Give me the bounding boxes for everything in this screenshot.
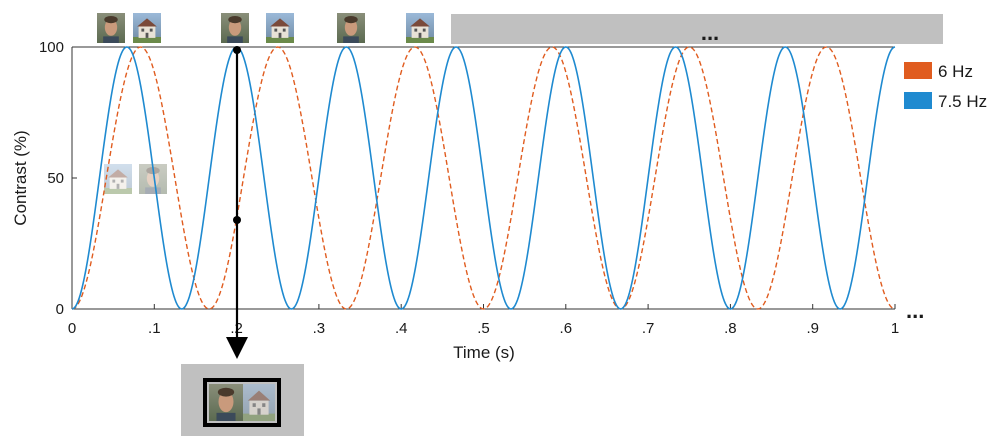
stimulus-thumbnails-left bbox=[104, 164, 167, 194]
x-tick-label: .7 bbox=[642, 320, 655, 337]
stimulus-thumbnails-top bbox=[97, 13, 434, 43]
future-sequence-bar bbox=[451, 14, 943, 44]
series-6hz-line bbox=[71, 46, 896, 310]
x-tick-label: .6 bbox=[560, 320, 573, 337]
sampling-arrow bbox=[226, 46, 248, 359]
x-tick-label: .1 bbox=[148, 320, 161, 337]
legend-label-6hz: 6 Hz bbox=[938, 62, 973, 81]
composite-stimulus-display bbox=[181, 364, 304, 436]
house-icon bbox=[243, 384, 275, 421]
x-tick-label: .8 bbox=[724, 320, 737, 337]
sample-point-7-5hz bbox=[233, 46, 241, 54]
x-axis-title: Time (s) bbox=[453, 343, 515, 362]
face-icon bbox=[221, 13, 249, 43]
face-icon bbox=[97, 13, 125, 43]
series-7-5hz-line bbox=[71, 46, 896, 310]
continuation-ellipsis: ... bbox=[906, 298, 924, 323]
legend-swatch-6hz bbox=[904, 62, 932, 79]
x-tick-label: .3 bbox=[313, 320, 326, 337]
y-axis-title: Contrast (%) bbox=[11, 130, 30, 225]
house-icon bbox=[406, 13, 434, 43]
x-tick-label: .5 bbox=[477, 320, 490, 337]
sample-point-6hz bbox=[233, 216, 241, 224]
y-tick-label: 0 bbox=[56, 301, 64, 318]
future-sequence-ellipsis: ... bbox=[701, 20, 719, 45]
house-icon bbox=[104, 164, 132, 194]
x-tick-label: 1 bbox=[891, 320, 899, 337]
house-icon bbox=[133, 13, 161, 43]
x-tick-label: .4 bbox=[395, 320, 408, 337]
display-frame bbox=[203, 378, 281, 427]
legend: 6 Hz 7.5 Hz bbox=[904, 62, 987, 111]
face-icon bbox=[337, 13, 365, 43]
y-ticks: 0 50 100 bbox=[39, 39, 77, 318]
face-icon bbox=[209, 384, 243, 421]
x-ticks: 0.1.2.3.4.5.6.7.8.91 bbox=[68, 304, 899, 337]
house-icon bbox=[266, 13, 294, 43]
legend-swatch-7-5hz bbox=[904, 92, 932, 109]
x-tick-label: .9 bbox=[806, 320, 819, 337]
legend-label-7-5hz: 7.5 Hz bbox=[938, 92, 987, 111]
y-tick-label: 100 bbox=[39, 39, 64, 56]
y-tick-label: 50 bbox=[47, 170, 64, 187]
x-tick-label: 0 bbox=[68, 320, 76, 337]
